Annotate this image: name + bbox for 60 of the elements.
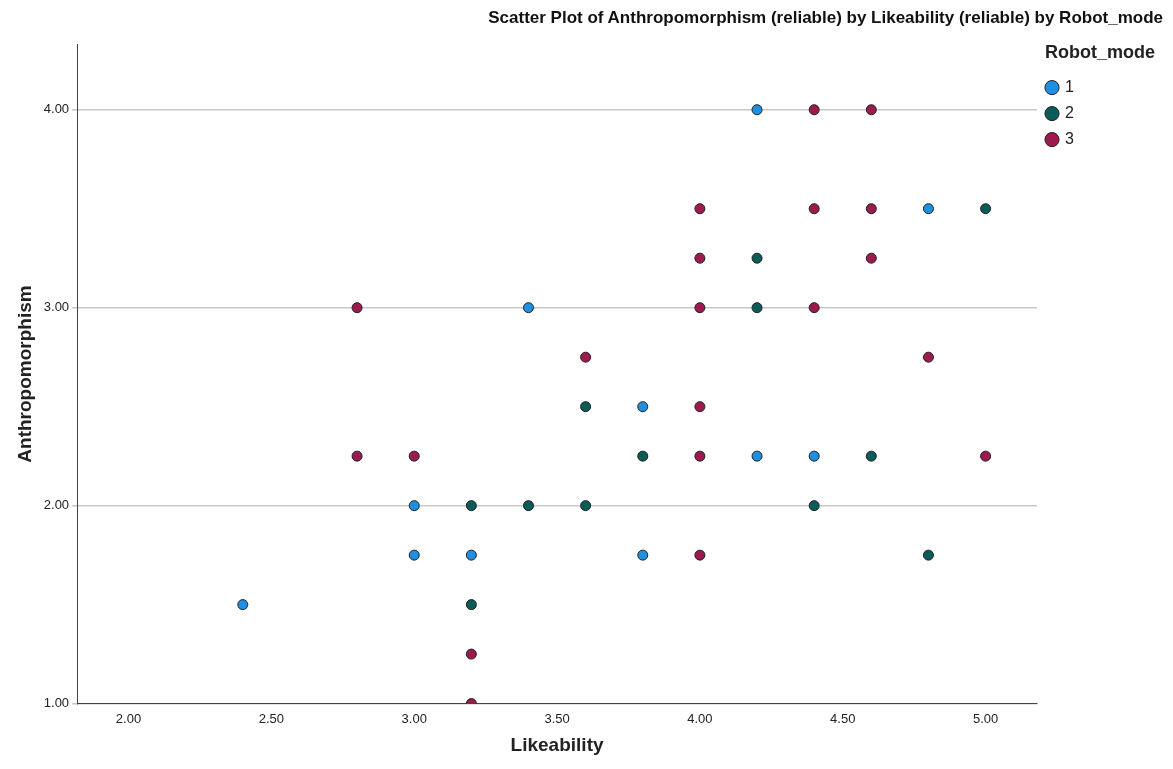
point [637, 549, 649, 561]
point [922, 549, 934, 561]
y-tick-label: 1.00 [43, 695, 70, 711]
legend-title: Robot_mode [1045, 41, 1155, 62]
point [580, 500, 592, 512]
point [865, 252, 877, 264]
point [808, 500, 820, 512]
point [751, 450, 763, 462]
point [980, 450, 992, 462]
x-tick-label: 3.50 [544, 710, 570, 726]
point [922, 203, 934, 215]
point [465, 549, 477, 561]
point [465, 500, 477, 512]
x-axis-title: Likeability [510, 733, 604, 755]
point [808, 203, 820, 215]
point [694, 450, 706, 462]
x-tick-label: 3.00 [401, 710, 427, 726]
y-tick-label: 2.00 [43, 497, 70, 513]
point [980, 203, 992, 215]
point [694, 401, 706, 413]
legend-label: 1 [1065, 78, 1074, 96]
point [865, 203, 877, 215]
point [237, 599, 249, 611]
point [408, 549, 420, 561]
x-tick-label: 5.00 [972, 710, 999, 726]
x-tick-label: 4.50 [830, 710, 856, 726]
point [865, 450, 877, 462]
point [637, 401, 649, 413]
point [865, 104, 877, 116]
point [694, 203, 706, 215]
point [694, 549, 706, 561]
point [751, 252, 763, 264]
point [522, 302, 534, 314]
chart-title: Scatter Plot of Anthropomorphism (reliable) by Likeability (reliable) by Robot_mode [488, 7, 1163, 27]
point [751, 104, 763, 116]
y-tick-label: 3.00 [43, 299, 70, 315]
point [637, 450, 649, 462]
point [751, 302, 763, 314]
point [408, 450, 420, 462]
point [694, 302, 706, 314]
point [580, 351, 592, 363]
x-tick-label: 2.00 [115, 710, 142, 726]
point [808, 302, 820, 314]
point [808, 104, 820, 116]
point [694, 252, 706, 264]
legend-label: 3 [1065, 130, 1074, 148]
point [580, 401, 592, 413]
point [465, 648, 477, 660]
y-axis-title: Anthropomorphism [13, 285, 35, 463]
x-tick-label: 2.50 [258, 710, 285, 726]
point [522, 500, 534, 512]
y-tick-label: 4.00 [43, 101, 70, 117]
point [465, 599, 477, 611]
point [351, 302, 363, 314]
point [922, 351, 934, 363]
legend-label: 2 [1065, 104, 1074, 122]
point [808, 450, 820, 462]
point [351, 450, 363, 462]
x-tick-label: 4.00 [687, 710, 713, 726]
point [408, 500, 420, 512]
